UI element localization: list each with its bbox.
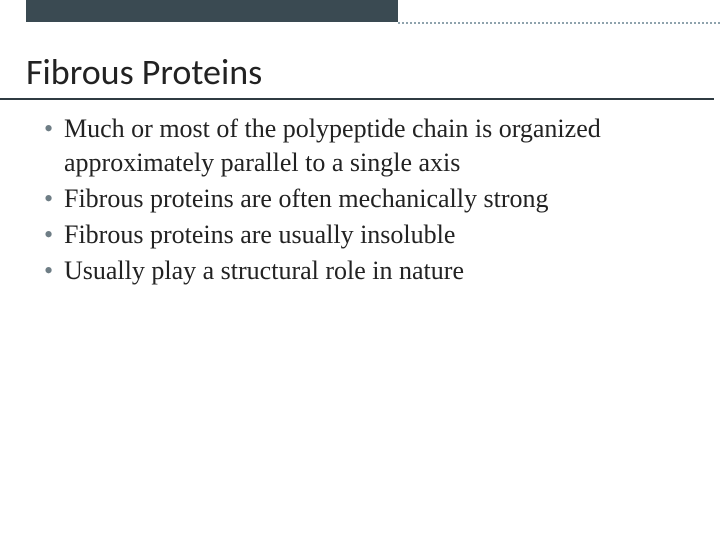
top-decoration [0, 0, 720, 40]
bullet-item: Fibrous proteins are often mechanically … [40, 182, 680, 216]
bullet-item: Fibrous proteins are usually insoluble [40, 218, 680, 252]
top-bar-fill [26, 0, 398, 22]
bullet-item: Much or most of the polypeptide chain is… [40, 112, 680, 180]
bullet-list: Much or most of the polypeptide chain is… [40, 112, 680, 288]
bullet-item: Usually play a structural role in nature [40, 254, 680, 288]
body: Much or most of the polypeptide chain is… [0, 100, 720, 288]
slide-title: Fibrous Proteins [26, 50, 688, 94]
title-container: Fibrous Proteins [0, 40, 714, 100]
top-bar-dotted [398, 22, 720, 25]
slide: Fibrous Proteins Much or most of the pol… [0, 0, 720, 540]
